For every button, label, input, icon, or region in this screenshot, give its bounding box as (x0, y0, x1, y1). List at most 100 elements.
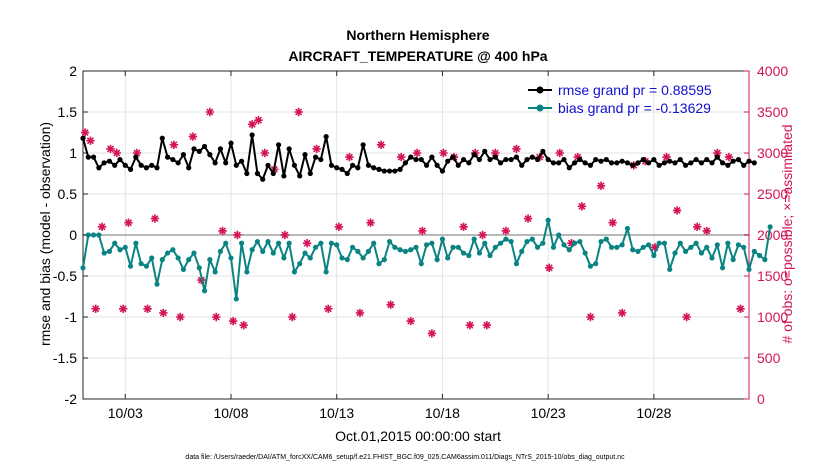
bias-point (608, 244, 615, 250)
bias-point (645, 242, 652, 248)
obs-count-series (80, 107, 745, 338)
bias-point (466, 252, 472, 259)
obs-count-marker (159, 308, 168, 318)
rmse-point (397, 166, 403, 172)
y2-tick-label: 2000 (757, 227, 788, 243)
rmse-point (365, 162, 372, 168)
rmse-point (254, 170, 261, 177)
obs-count-marker (312, 144, 321, 154)
rmse-point (439, 168, 446, 174)
rmse-point (751, 160, 757, 166)
y2-tick-label: 500 (757, 350, 781, 366)
rmse-point (513, 154, 520, 160)
bias-point (656, 240, 662, 246)
rmse-point (682, 162, 689, 168)
rmse-point (661, 160, 668, 166)
bias-point (127, 263, 134, 269)
bias-point (159, 257, 165, 263)
rmse-point (312, 154, 319, 160)
bias-point (318, 240, 324, 246)
obs-count-marker (112, 148, 122, 158)
obs-count-marker (406, 316, 415, 326)
rmse-point (265, 162, 271, 168)
rmse-point (175, 160, 181, 166)
rmse-point (386, 168, 393, 174)
bias-point (534, 244, 541, 250)
rmse-point (307, 170, 313, 177)
rmse-point (286, 146, 292, 152)
rmse-point (556, 160, 562, 166)
bias-point (386, 238, 393, 245)
bias-point (614, 244, 620, 250)
obs-count-marker (345, 152, 354, 162)
bias-point (101, 250, 107, 256)
rmse-point (238, 158, 245, 164)
bias-point (154, 281, 160, 287)
obs-count-marker (465, 321, 475, 330)
rmse-point (471, 152, 477, 158)
bias-point (624, 225, 631, 232)
rmse-point (323, 134, 329, 140)
bias-point (228, 255, 234, 261)
obs-count-marker (288, 312, 297, 322)
bias-line (82, 219, 772, 300)
rmse-point (149, 162, 155, 168)
rmse-point (228, 140, 234, 146)
grid-lines (83, 70, 749, 400)
rmse-point (598, 158, 604, 164)
obs-count-marker (169, 140, 179, 149)
bias-point (556, 232, 562, 238)
x-axis-label: Oct.01,2015 00:00:00 start (335, 428, 501, 444)
obs-count-marker (512, 144, 521, 154)
bias-point (746, 266, 752, 273)
bias-point (603, 236, 609, 242)
rmse-point (423, 162, 430, 168)
rmse-point (344, 170, 350, 177)
rmse-point (561, 156, 567, 163)
obs-count-marker (118, 304, 128, 313)
bias-point (260, 248, 266, 254)
bias-point (355, 248, 361, 254)
bias-point (719, 265, 726, 271)
rmse-point (349, 162, 356, 168)
bias-point (281, 255, 287, 261)
rmse-point (170, 156, 176, 163)
rmse-point (545, 156, 551, 163)
rmse-point (159, 135, 165, 141)
rmse-point (445, 158, 451, 164)
obs-count-marker (596, 181, 606, 190)
rmse-point (275, 142, 282, 148)
rmse-point (651, 156, 657, 163)
bias-point (418, 261, 424, 267)
rmse-point (587, 162, 594, 168)
x-tick-label: 10/28 (636, 405, 671, 421)
bias-point (571, 240, 578, 246)
bias-point (349, 244, 356, 250)
bias-point (513, 261, 520, 267)
bias-point (730, 257, 736, 263)
rmse-point (603, 156, 609, 163)
bias-point (529, 236, 535, 242)
bias-point (492, 244, 498, 250)
obs-count-marker (724, 152, 734, 162)
bias-point (677, 240, 683, 246)
rmse-point (741, 162, 747, 168)
bias-point (497, 240, 504, 246)
rmse-point (355, 165, 361, 171)
bias-point (714, 242, 720, 248)
rmse-point (746, 158, 752, 164)
bias-point (450, 244, 456, 250)
bias-point (693, 240, 699, 246)
bias-point (455, 244, 461, 250)
y2-axis-label: # of obs: o=possible; ×=assimilated (779, 124, 795, 343)
rmse-point (360, 142, 366, 148)
rmse-point (667, 158, 673, 164)
rmse-point (577, 156, 583, 163)
rmse-point (117, 156, 123, 163)
rmse-point (249, 132, 255, 138)
bias-point (471, 236, 477, 242)
obs-count-marker (233, 230, 242, 240)
rmse-point (302, 152, 308, 158)
rmse-point (614, 160, 620, 166)
rmse-point (688, 160, 694, 166)
